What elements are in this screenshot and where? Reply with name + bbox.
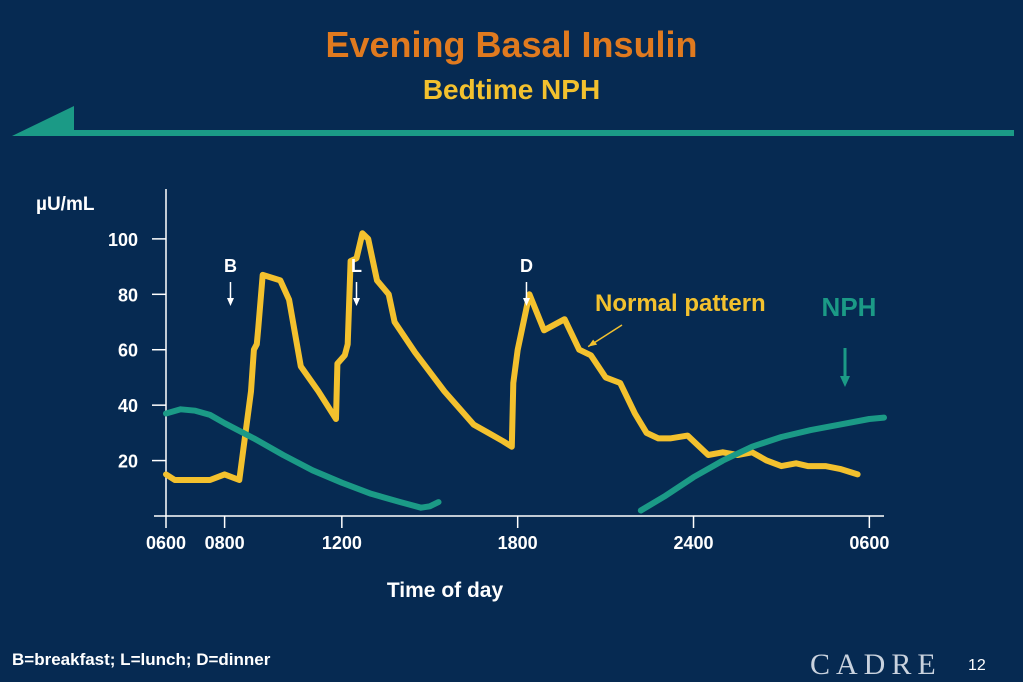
x-tick-label: 2400 (673, 533, 713, 553)
annotation-normal-pattern: Normal pattern (595, 290, 766, 317)
x-tick-label: 1800 (498, 533, 538, 553)
y-tick-label: 40 (118, 396, 138, 416)
x-axis-label: Time of day (387, 579, 504, 602)
annotation-nph-arrowhead (840, 376, 850, 387)
meal-marker-label: B (224, 256, 237, 276)
y-tick-label: 100 (108, 230, 138, 250)
header-triangle-decoration (12, 106, 74, 136)
annotation-nph: NPH (822, 292, 877, 322)
y-axis-label: µU/mL (36, 194, 95, 215)
nph-series-line (163, 406, 442, 511)
chart-axes: µU/mL Time of day 20 40 60 80 100 0600 0800 1200 1… (36, 189, 889, 602)
meal-marker-arrowhead (226, 298, 234, 306)
footnote: B=breakfast; L=lunch; D=dinner (12, 650, 271, 669)
slide-title: Evening Basal Insulin (325, 24, 698, 65)
annotation-normal-pattern-arrowhead (588, 339, 598, 347)
cadre-logo: CADRE (810, 648, 942, 681)
chart-series (163, 230, 887, 514)
meal-marker-label: D (520, 256, 533, 276)
x-tick-label: 0600 (849, 533, 889, 553)
header-rule (72, 130, 1014, 136)
chart-annotations: Normal pattern NPH (587, 290, 877, 387)
slide-subtitle: Bedtime NPH (422, 74, 601, 105)
y-tick-label: 80 (118, 285, 138, 305)
normal-pattern-series-line (163, 230, 861, 483)
meal-marker-arrowhead (352, 298, 360, 306)
nph-series-line-segment-2 (637, 414, 887, 514)
meal-marker-label: L (351, 256, 362, 276)
page-number: 12 (968, 657, 986, 674)
meal-marker-arrowhead (522, 298, 530, 306)
y-tick-label: 20 (118, 452, 138, 472)
y-tick-label: 60 (118, 341, 138, 361)
x-tick-label: 0600 (146, 533, 186, 553)
x-tick-label: 1200 (322, 533, 362, 553)
x-tick-label: 0800 (205, 533, 245, 553)
